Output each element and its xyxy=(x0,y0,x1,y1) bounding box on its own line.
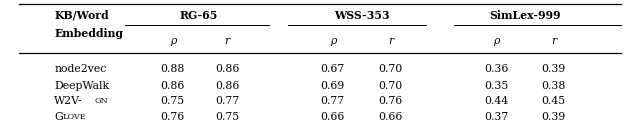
Text: LOVE: LOVE xyxy=(63,113,86,121)
Text: 0.76: 0.76 xyxy=(378,96,403,106)
Text: 0.75: 0.75 xyxy=(161,96,185,106)
Text: 0.35: 0.35 xyxy=(484,81,508,91)
Text: KB/Word: KB/Word xyxy=(54,10,109,21)
Text: 0.69: 0.69 xyxy=(321,81,345,91)
Text: 0.76: 0.76 xyxy=(161,112,185,122)
Text: node2vec: node2vec xyxy=(54,64,107,74)
Text: 0.70: 0.70 xyxy=(378,81,403,91)
Text: GN: GN xyxy=(95,97,108,105)
Text: r: r xyxy=(551,36,556,46)
Text: 0.37: 0.37 xyxy=(484,112,508,122)
Text: G: G xyxy=(54,112,63,122)
Text: 0.70: 0.70 xyxy=(378,64,403,74)
Text: 0.67: 0.67 xyxy=(321,64,345,74)
Text: 0.38: 0.38 xyxy=(541,81,566,91)
Text: 0.86: 0.86 xyxy=(215,64,239,74)
Text: 0.44: 0.44 xyxy=(484,96,508,106)
Text: ρ: ρ xyxy=(170,36,176,46)
Text: 0.77: 0.77 xyxy=(321,96,345,106)
Text: Embedding: Embedding xyxy=(54,28,124,39)
Text: ρ: ρ xyxy=(330,36,336,46)
Text: DeepWalk: DeepWalk xyxy=(54,81,109,91)
Text: WSS-353: WSS-353 xyxy=(334,10,389,21)
Text: 0.39: 0.39 xyxy=(541,64,566,74)
Text: r: r xyxy=(225,36,230,46)
Text: ρ: ρ xyxy=(493,36,499,46)
Text: 0.86: 0.86 xyxy=(161,81,185,91)
Text: 0.66: 0.66 xyxy=(378,112,403,122)
Text: r: r xyxy=(388,36,393,46)
Text: 0.66: 0.66 xyxy=(321,112,345,122)
Text: 0.36: 0.36 xyxy=(484,64,508,74)
Text: W2V-: W2V- xyxy=(54,96,83,106)
Text: 0.77: 0.77 xyxy=(215,96,239,106)
Text: 0.86: 0.86 xyxy=(215,81,239,91)
Text: RG-65: RG-65 xyxy=(179,10,218,21)
Text: 0.88: 0.88 xyxy=(161,64,185,74)
Text: 0.45: 0.45 xyxy=(541,96,566,106)
Text: 0.75: 0.75 xyxy=(215,112,239,122)
Text: 0.39: 0.39 xyxy=(541,112,566,122)
Text: SimLex-999: SimLex-999 xyxy=(489,10,561,21)
